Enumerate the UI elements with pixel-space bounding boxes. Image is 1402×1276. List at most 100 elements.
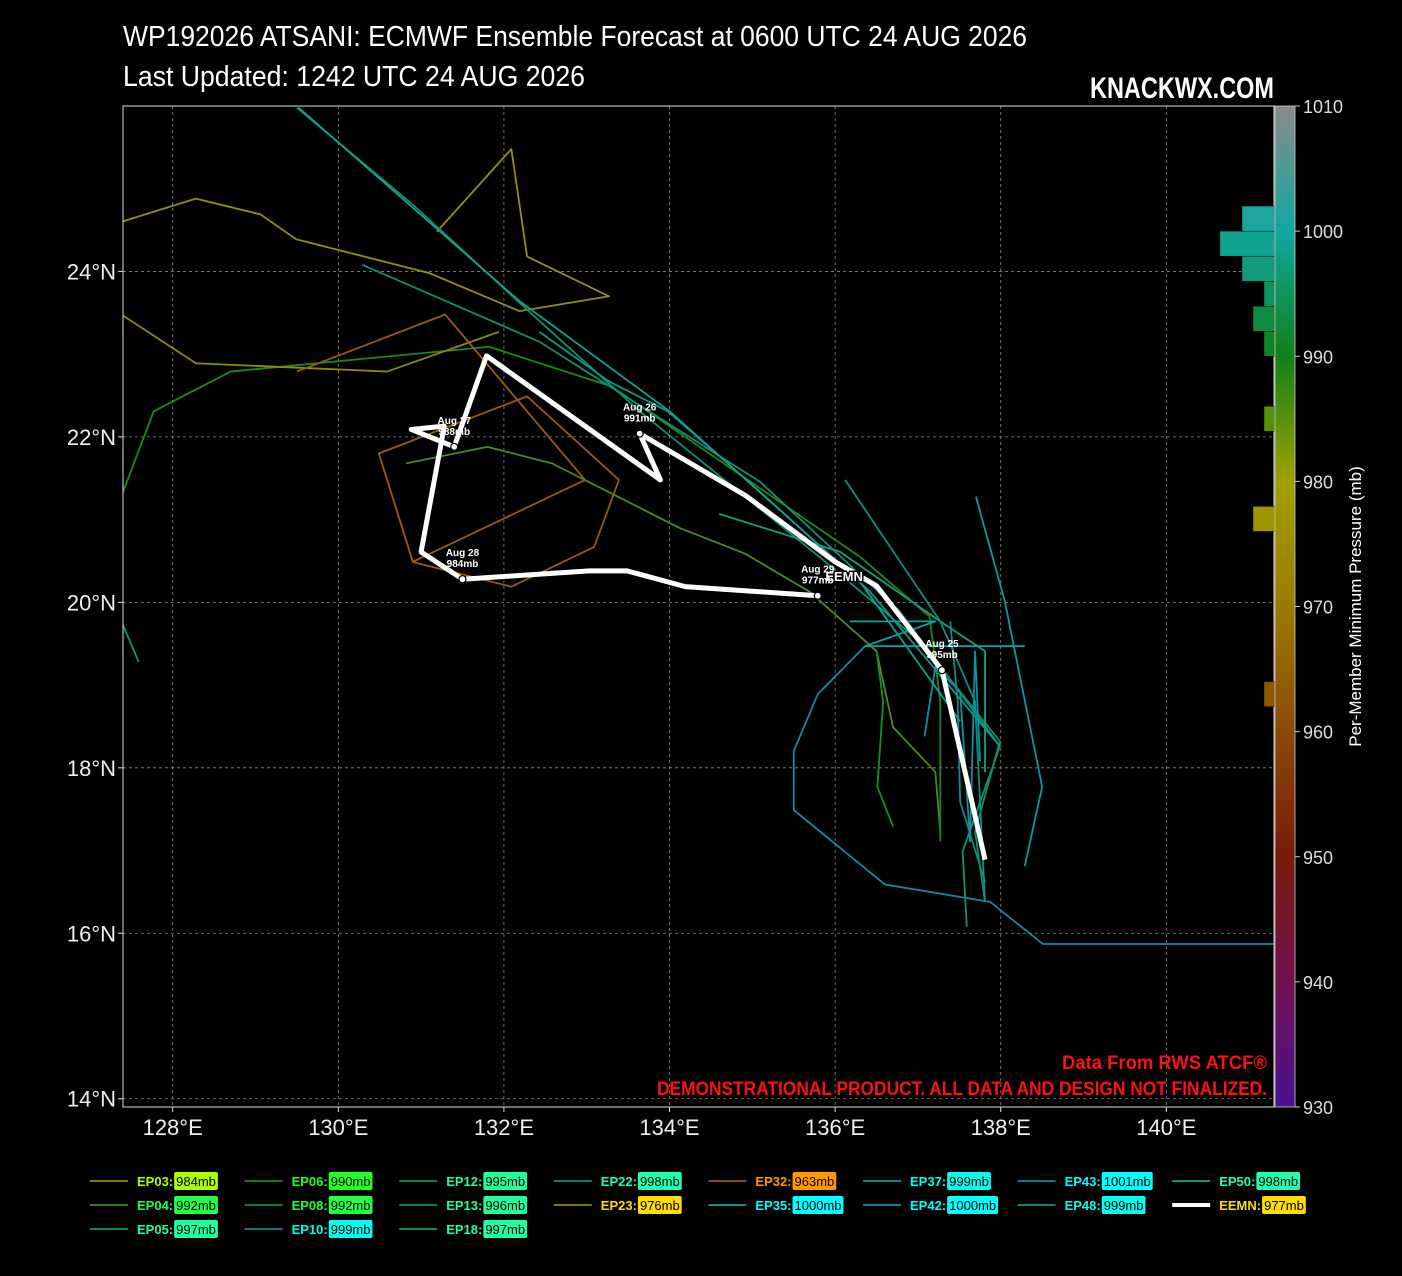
day-label: Aug 29 [801, 565, 835, 576]
watermark: KNACKWX.COM [1090, 72, 1274, 105]
legend-pressure-box [483, 1172, 528, 1190]
day-marker [450, 442, 459, 451]
chart-subtitle: Last Updated: 1242 UTC 24 AUG 2026 [123, 61, 585, 93]
x-tick-label: 132°E [474, 1115, 534, 1140]
legend-pressure-box [1101, 1196, 1146, 1214]
legend-name: EP04: [137, 1198, 173, 1213]
legend-pressure-box [1262, 1196, 1306, 1214]
y-tick-label: 22°N [67, 425, 116, 450]
member-track [123, 148, 610, 313]
legend-pressure: 963mb [795, 1174, 835, 1189]
legend-pressure-box [328, 1172, 373, 1190]
legend-pressure: 997mb [176, 1222, 216, 1237]
member-track [875, 651, 894, 827]
day-marker [458, 575, 467, 584]
legend-name: EEMN: [1219, 1198, 1261, 1213]
legend-pressure-box [637, 1172, 682, 1190]
legend-pressure: 996mb [485, 1198, 525, 1213]
histogram-bar [1263, 331, 1276, 357]
legend-pressure: 1000mb [949, 1198, 996, 1213]
legend-pressure: 998mb [1258, 1174, 1298, 1189]
legend-pressure: 992mb [331, 1198, 371, 1213]
member-track [361, 264, 1001, 927]
legend-pressure-box [174, 1220, 218, 1238]
colorbar-tick-label: 990 [1303, 347, 1333, 367]
legend-pressure: 984mb [176, 1174, 216, 1189]
legend-name: EP32: [755, 1174, 791, 1189]
day-pressure: 977mb [802, 576, 834, 587]
legend-name: EP48: [1065, 1198, 1101, 1213]
histogram-bar [1219, 230, 1276, 257]
member-track [844, 479, 986, 902]
x-tick-label: 128°E [143, 1115, 203, 1140]
colorbar-tick-label: 980 [1303, 472, 1333, 492]
legend-name: EP43: [1065, 1174, 1101, 1189]
legend-pressure-box [328, 1196, 373, 1214]
day-pressure: 991mb [624, 414, 656, 425]
legend-name: EP06: [292, 1174, 328, 1189]
y-tick-label: 16°N [67, 921, 116, 946]
day-label: Aug 27 [438, 416, 472, 427]
member-track [975, 496, 1044, 867]
legend-name: EP42: [910, 1198, 946, 1213]
legend-pressure-box [1256, 1172, 1301, 1190]
day-pressure: 988mb [438, 427, 470, 438]
legend-pressure: 998mb [640, 1174, 680, 1189]
member-track [123, 622, 140, 663]
chart-title: WP192026 ATSANI: ECMWF Ensemble Forecast… [123, 21, 1027, 53]
legend-pressure: 1001mb [1104, 1174, 1151, 1189]
y-tick-label: 20°N [67, 590, 116, 615]
member-track [123, 314, 500, 373]
day-label: Aug 25 [925, 639, 959, 650]
legend-name: EP37: [910, 1174, 946, 1189]
legend-name: EP18: [446, 1222, 482, 1237]
colorbar-tick-label: 950 [1303, 848, 1333, 868]
x-tick-label: 140°E [1136, 1115, 1196, 1140]
legend-name: EP50: [1219, 1174, 1255, 1189]
histogram-bar [1241, 255, 1276, 282]
y-tick-label: 14°N [67, 1087, 116, 1112]
histogram-bar [1252, 306, 1276, 332]
x-tick-label: 138°E [971, 1115, 1031, 1140]
legend-name: EP10: [292, 1222, 328, 1237]
histogram-bar [1263, 681, 1276, 707]
source-note: Data From RWS ATCF® [1062, 1053, 1267, 1074]
legend-pressure-box [174, 1196, 218, 1214]
legend-name: EP12: [446, 1174, 482, 1189]
colorbar-tick-label: 1010 [1303, 97, 1343, 117]
member-track [792, 645, 1274, 945]
y-tick-label: 18°N [67, 756, 116, 781]
legend-pressure: 990mb [331, 1174, 371, 1189]
x-tick-label: 136°E [805, 1115, 865, 1140]
day-label: Aug 26 [623, 403, 657, 414]
mean-label: EEMN [825, 569, 863, 584]
legend-pressure-box [947, 1196, 999, 1214]
x-tick-label: 130°E [308, 1115, 368, 1140]
colorbar: 930 940 950 960 970 980 990 1000 1010 Per-Member … [1219, 97, 1365, 1118]
member-track [297, 106, 961, 723]
legend-pressure: 999mb [331, 1222, 371, 1237]
colorbar-tick-label: 1000 [1303, 222, 1343, 242]
legend-pressure: 1000mb [795, 1198, 842, 1213]
member-track [296, 106, 1001, 902]
legend-pressure-box [174, 1172, 218, 1190]
day-pressure: 984mb [447, 559, 479, 570]
legend-pressure: 995mb [485, 1174, 525, 1189]
day-label: Aug 28 [446, 548, 480, 559]
legend-pressure-box [483, 1220, 528, 1238]
legend-pressure-box [328, 1220, 373, 1238]
day-pressure: 995mb [926, 650, 958, 661]
day-marker [635, 429, 644, 438]
legend-name: EP08: [292, 1198, 328, 1213]
grid: 128°E 130°E 132°E 134°E 136°E 138°E 140°E 14°N 1… [67, 106, 1274, 1140]
day-marker [937, 666, 947, 675]
member-track [850, 620, 1025, 648]
colorbar-tick-label: 960 [1303, 723, 1333, 743]
legend-pressure: 992mb [176, 1198, 216, 1213]
legend-pressure: 999mb [949, 1174, 989, 1189]
colorbar-label: Per-Member Minimum Pressure (mb) [1346, 466, 1365, 747]
legend-name: EP13: [446, 1198, 482, 1213]
legend-pressure: 999mb [1104, 1198, 1144, 1213]
